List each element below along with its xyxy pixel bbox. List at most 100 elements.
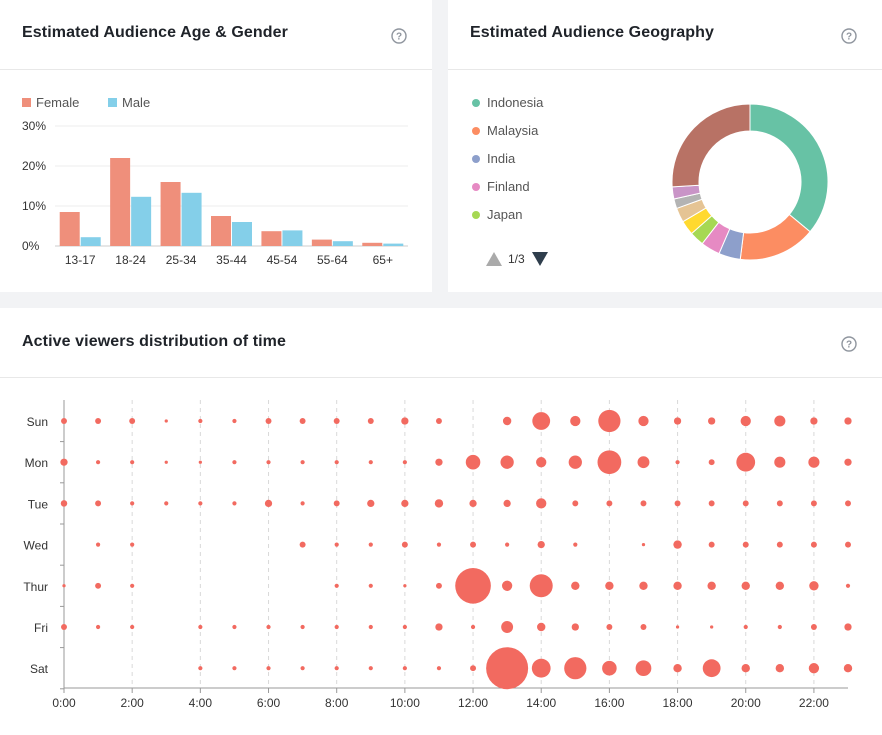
geo-legend-item[interactable]: Finland xyxy=(472,179,530,194)
bubble xyxy=(638,415,649,427)
bubble xyxy=(130,583,135,588)
bubble xyxy=(95,582,102,589)
bubble xyxy=(537,540,545,549)
bubble xyxy=(673,540,682,549)
y-tick-label: 10% xyxy=(22,199,46,213)
bubble xyxy=(61,418,67,424)
bar-female xyxy=(110,158,131,246)
svg-text:?: ? xyxy=(396,32,402,43)
bubble xyxy=(674,500,681,507)
geo-legend-label: Malaysia xyxy=(487,123,539,138)
bubble xyxy=(95,542,101,547)
bubble xyxy=(536,457,547,468)
help-icon[interactable]: ? xyxy=(841,336,857,352)
bubble xyxy=(368,583,373,588)
x-tick-label: 0:00 xyxy=(52,696,76,710)
help-icon[interactable]: ? xyxy=(841,28,857,44)
bubble xyxy=(299,418,306,424)
bubble xyxy=(435,582,442,589)
bubble xyxy=(367,418,374,424)
x-tick-label: 2:00 xyxy=(120,696,144,710)
bubble xyxy=(130,501,135,506)
bubble xyxy=(300,460,305,465)
bubble xyxy=(639,581,648,590)
slice-indonesia xyxy=(749,103,829,233)
bubble xyxy=(673,417,682,425)
bubble xyxy=(605,581,614,590)
geo-legend-label: Finland xyxy=(487,179,530,194)
x-tick-label: 16:00 xyxy=(594,696,624,710)
bar-male xyxy=(80,237,101,246)
bubble xyxy=(368,624,373,630)
help-icon[interactable]: ? xyxy=(391,28,407,44)
x-tick-label: 18:00 xyxy=(663,696,693,710)
bubble xyxy=(641,542,646,547)
geo-legend-item[interactable]: Malaysia xyxy=(472,123,538,138)
geography-title: Estimated Audience Geography xyxy=(470,24,715,41)
page-up-icon[interactable] xyxy=(486,252,502,266)
bubble xyxy=(469,499,477,508)
bubble xyxy=(808,456,820,468)
age-gender-card: Estimated Audience Age & Gender ? Female… xyxy=(0,0,432,292)
y-tick-label: 0% xyxy=(22,239,40,253)
svg-text:?: ? xyxy=(846,32,852,43)
bar-male xyxy=(383,243,404,246)
geo-legend-item[interactable]: India xyxy=(472,151,515,166)
y-tick-label: 30% xyxy=(22,119,46,133)
bubble xyxy=(198,460,202,464)
page-down-icon[interactable] xyxy=(532,252,548,266)
bubble xyxy=(435,623,443,631)
bubble xyxy=(95,624,101,630)
age-legend-female: Female xyxy=(22,95,79,110)
bar-female xyxy=(261,231,282,246)
svg-text:?: ? xyxy=(846,340,852,351)
bubble xyxy=(401,417,409,425)
legend-dot xyxy=(472,126,480,135)
x-tick-label: 12:00 xyxy=(458,696,488,710)
bubble xyxy=(571,623,579,631)
bubble xyxy=(368,542,373,547)
bubble xyxy=(602,660,617,676)
bubble xyxy=(486,647,529,690)
bubble xyxy=(741,581,750,590)
bubble xyxy=(470,624,476,630)
bubble xyxy=(845,583,851,588)
bubble xyxy=(532,412,551,430)
bubble xyxy=(402,460,407,465)
bubble xyxy=(571,581,580,590)
bubble xyxy=(501,621,514,633)
pager-text: 1/3 xyxy=(508,252,525,266)
geography-header: Estimated Audience Geography ? xyxy=(448,0,882,70)
legend-label-male: Male xyxy=(122,95,151,110)
bubble xyxy=(740,415,751,427)
y-tick-label: Tue xyxy=(28,497,49,511)
geo-legend-item[interactable]: Indonesia xyxy=(472,95,543,110)
bubble xyxy=(164,419,168,423)
bubble xyxy=(810,541,817,548)
bubble xyxy=(537,622,546,632)
x-tick-label: 4:00 xyxy=(189,696,213,710)
bubble xyxy=(531,658,551,678)
bubble xyxy=(198,418,203,424)
male-swatch xyxy=(108,98,117,107)
bubble xyxy=(844,458,852,466)
bubble xyxy=(95,418,102,424)
bubble xyxy=(673,581,682,590)
bubble xyxy=(572,500,579,507)
bubble xyxy=(742,500,749,507)
viewers-bubble-chart: 0:00 2:00 4:00 6:00 8:00 10:00 12:00 14:00 16:00… xyxy=(23,400,853,710)
bubble xyxy=(164,501,169,506)
bubble xyxy=(501,580,513,591)
bubble xyxy=(573,542,578,547)
bubble xyxy=(640,500,647,507)
bubble xyxy=(368,460,373,465)
x-tick-label: 18-24 xyxy=(115,253,146,267)
bar-female xyxy=(59,212,80,246)
geo-legend-item[interactable]: Japan xyxy=(472,207,522,222)
bubble xyxy=(810,624,817,630)
bubble xyxy=(198,501,203,506)
age-legend-male: Male xyxy=(108,95,150,110)
geography-card: Estimated Audience Geography ? Indonesia… xyxy=(448,0,882,292)
age-gender-bar-chart: 0% 10% 20% 30% 13-17 18-24 25-34 35-44 45-54 55-6… xyxy=(22,119,408,267)
bubble xyxy=(743,624,748,630)
